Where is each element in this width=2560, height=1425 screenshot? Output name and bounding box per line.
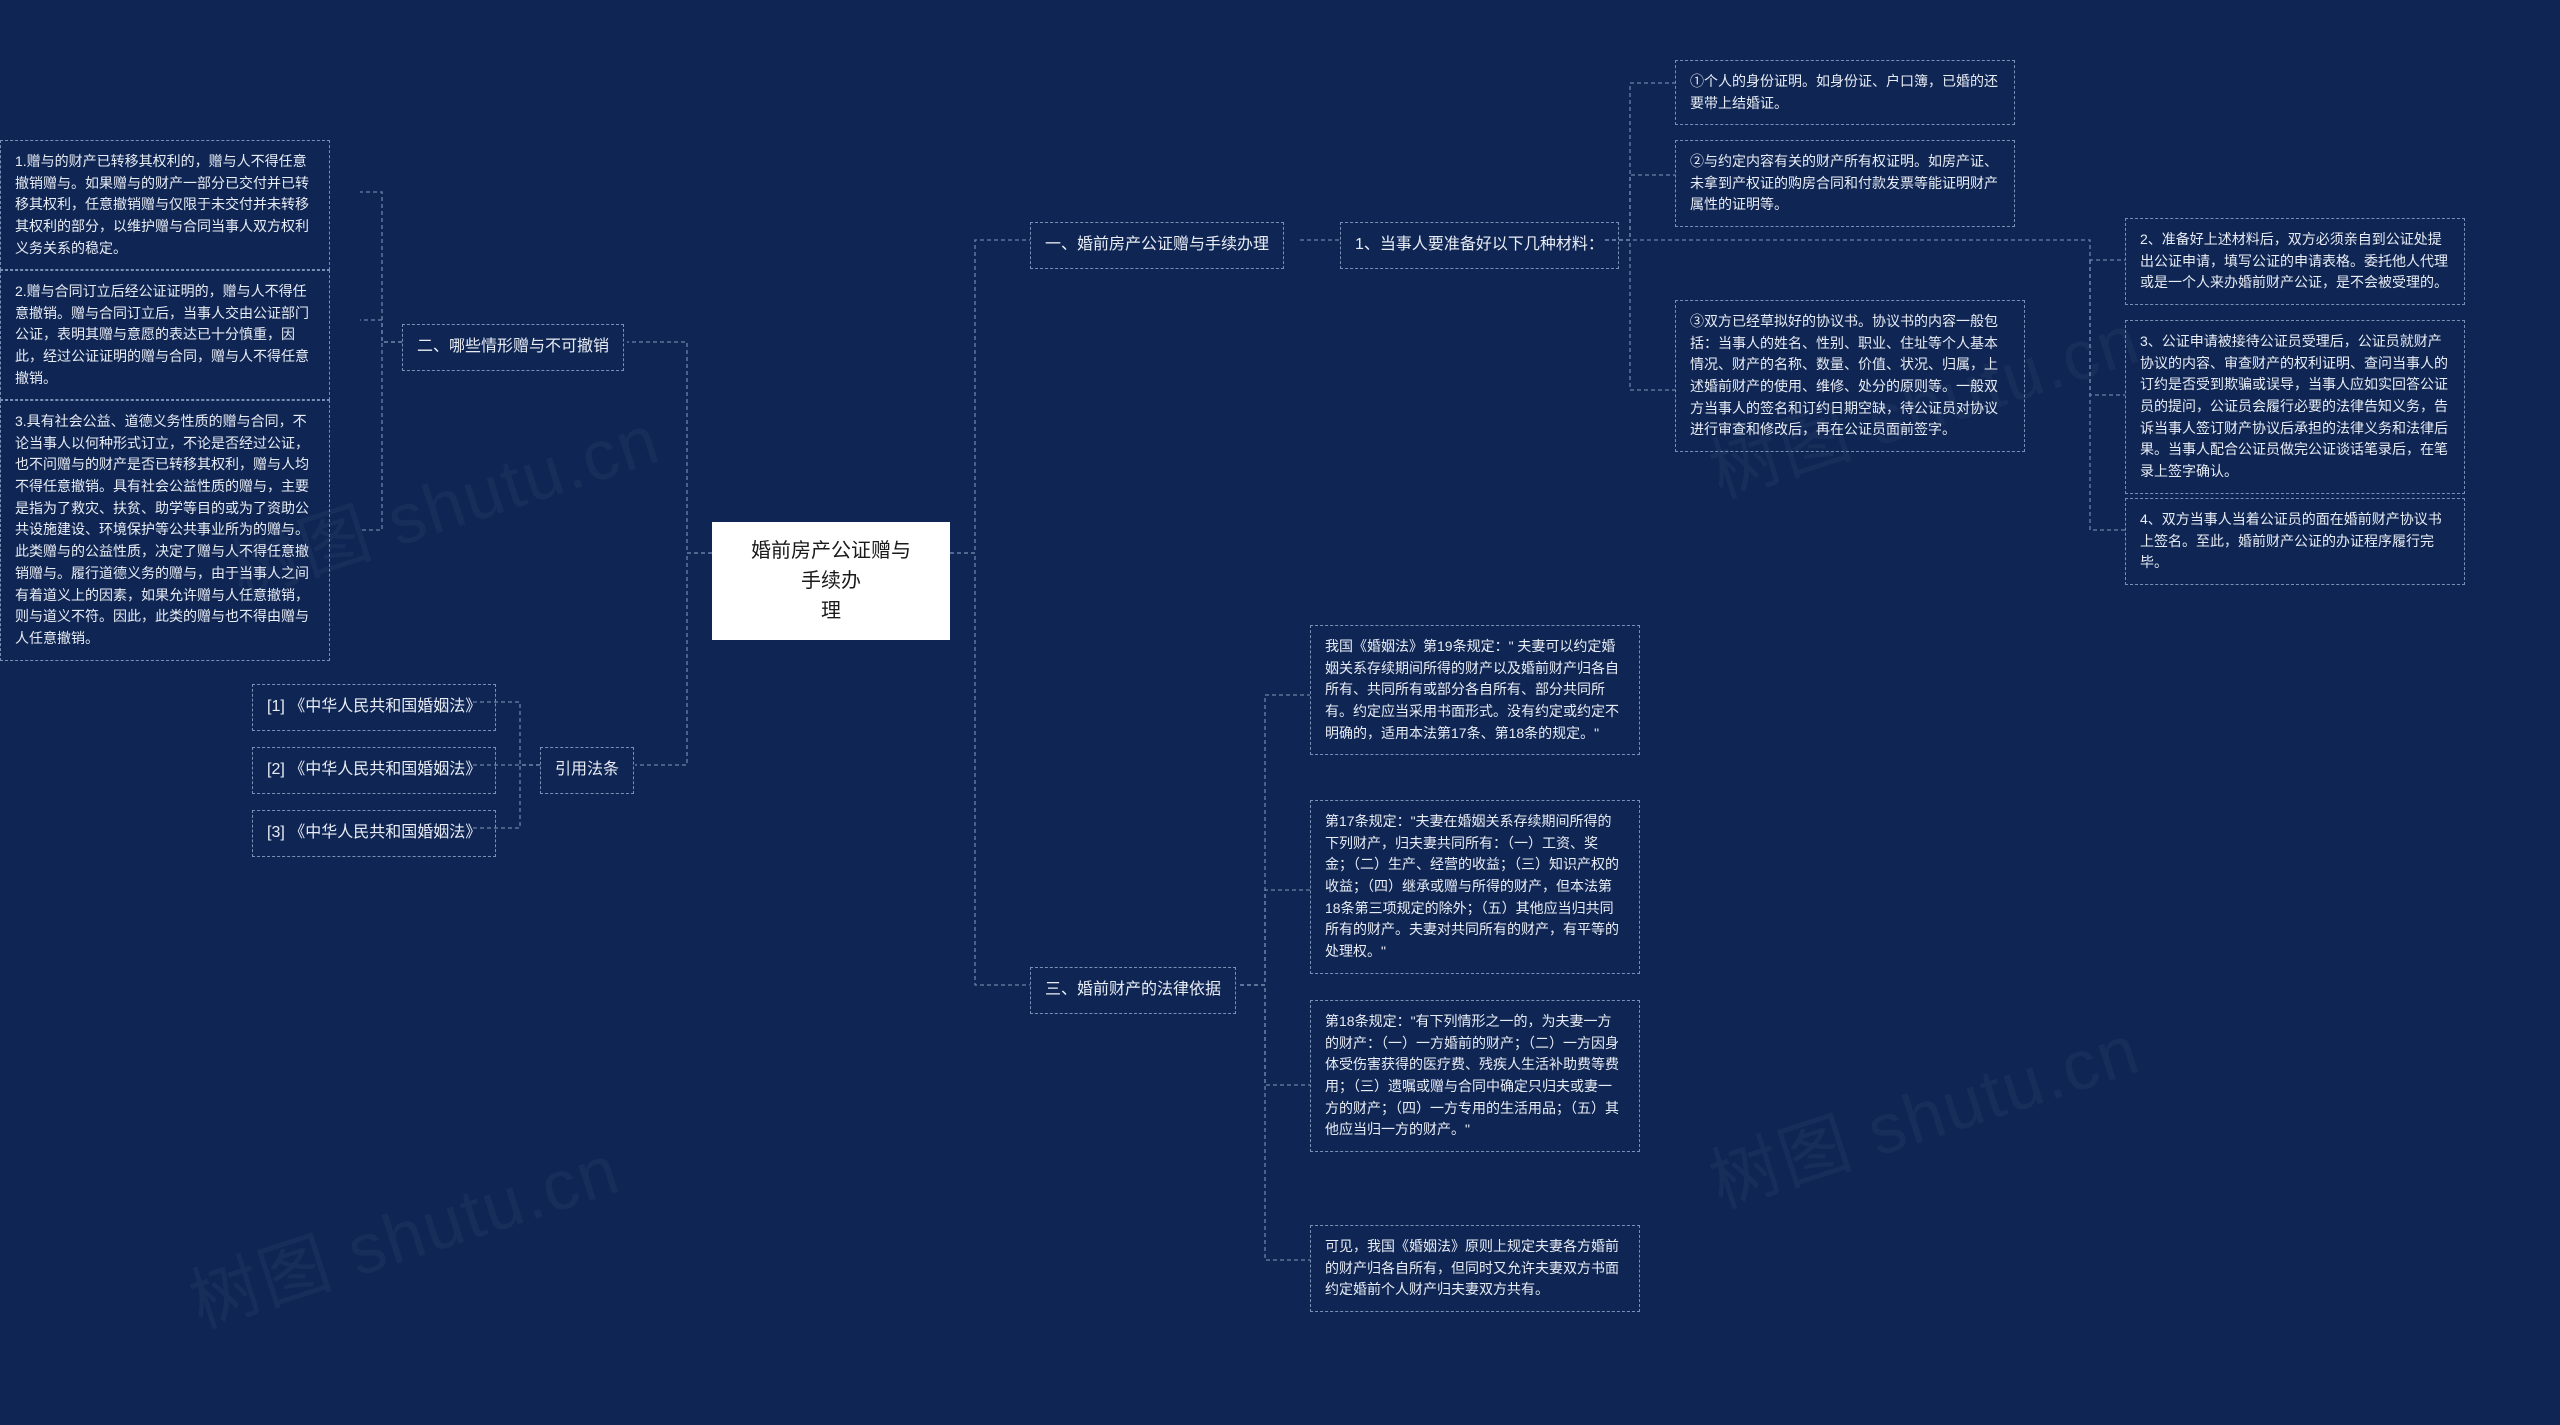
watermark: 树图 shutu.cn <box>175 1114 630 1348</box>
branch-4-leaf-3: [3] 《中华人民共和国婚姻法》 <box>252 810 496 857</box>
branch-4-leaf-1: [1] 《中华人民共和国婚姻法》 <box>252 684 496 731</box>
branch-2-leaf-3: 3.具有社会公益、道德义务性质的赠与合同，不论当事人以何种形式订立，不论是否经过… <box>0 400 330 661</box>
branch-3-leaf-4: 可见，我国《婚姻法》原则上规定夫妻各方婚前的财产归各自所有，但同时又允许夫妻双方… <box>1310 1225 1640 1312</box>
branch-1-leaf-1: ①个人的身份证明。如身份证、户口簿，已婚的还要带上结婚证。 <box>1675 60 2015 125</box>
center-line1: 婚前房产公证赠与手续办 <box>742 536 920 596</box>
branch-2-leaf-1: 1.赠与的财产已转移其权利的，赠与人不得任意撤销赠与。如果赠与的财产一部分已交付… <box>0 140 330 270</box>
branch-3-leaf-3: 第18条规定："有下列情形之一的，为夫妻一方的财产：（一）一方婚前的财产；（二）… <box>1310 1000 1640 1152</box>
center-line2: 理 <box>742 596 920 626</box>
branch-1-leaf-6: 4、双方当事人当着公证员的面在婚前财产协议书上签名。至此，婚前财产公证的办证程序… <box>2125 498 2465 585</box>
branch-3: 三、婚前财产的法律依据 <box>1030 967 1236 1014</box>
branch-1: 一、婚前房产公证赠与手续办理 <box>1030 222 1284 269</box>
branch-4-leaf-2: [2] 《中华人民共和国婚姻法》 <box>252 747 496 794</box>
branch-3-leaf-2: 第17条规定："夫妻在婚姻关系存续期间所得的下列财产，归夫妻共同所有：（一）工资… <box>1310 800 1640 974</box>
branch-4: 引用法条 <box>540 747 634 794</box>
branch-1-leaf-5: 3、公证申请被接待公证员受理后，公证员就财产协议的内容、审查财产的权利证明、查问… <box>2125 320 2465 494</box>
branch-1-sub1: 1、当事人要准备好以下几种材料： <box>1340 222 1619 269</box>
watermark: 树图 shutu.cn <box>1695 994 2150 1228</box>
branch-2-leaf-2: 2.赠与合同订立后经公证证明的，赠与人不得任意撤销。赠与合同订立后，当事人交由公… <box>0 270 330 400</box>
center-node: 婚前房产公证赠与手续办 理 <box>712 522 950 640</box>
branch-1-leaf-3: ③双方已经草拟好的协议书。协议书的内容一般包括：当事人的姓名、性别、职业、住址等… <box>1675 300 2025 452</box>
branch-1-leaf-2: ②与约定内容有关的财产所有权证明。如房产证、未拿到产权证的购房合同和付款发票等能… <box>1675 140 2015 227</box>
branch-1-leaf-4: 2、准备好上述材料后，双方必须亲自到公证处提出公证申请，填写公证的申请表格。委托… <box>2125 218 2465 305</box>
branch-2: 二、哪些情形赠与不可撤销 <box>402 324 624 371</box>
branch-3-leaf-1: 我国《婚姻法》第19条规定：" 夫妻可以约定婚姻关系存续期间所得的财产以及婚前财… <box>1310 625 1640 755</box>
